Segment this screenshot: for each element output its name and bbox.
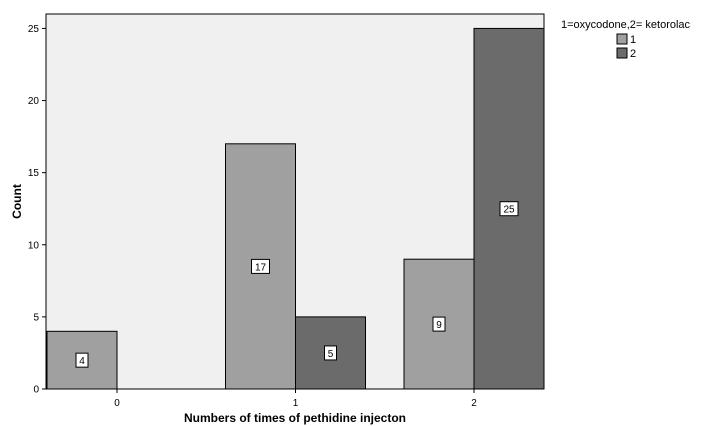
legend-title: 1=oxycodone,2= ketorolac bbox=[561, 19, 691, 31]
legend-label: 1 bbox=[630, 34, 636, 46]
legend-swatch bbox=[616, 47, 628, 59]
data-label-bg bbox=[499, 201, 519, 217]
legend-label: 2 bbox=[630, 48, 636, 60]
x-tick-label: 2 bbox=[471, 398, 477, 409]
y-tick-label: 0 bbox=[33, 385, 39, 396]
y-axis-title: Count bbox=[10, 184, 24, 219]
data-label: 17 bbox=[255, 262, 267, 273]
data-label: 25 bbox=[503, 205, 515, 216]
data-label-box: 4 bbox=[75, 352, 89, 368]
data-label-box: 9 bbox=[432, 316, 446, 332]
y-tick-label: 5 bbox=[33, 312, 39, 323]
data-label-box: 17 bbox=[251, 258, 270, 274]
data-label-bg bbox=[75, 352, 89, 368]
data-label: 4 bbox=[79, 356, 85, 367]
x-axis-title: Numbers of times of pethidine injecton bbox=[184, 411, 406, 425]
legend: 1=oxycodone,2= ketorolac 12 bbox=[561, 19, 691, 60]
data-label-bg bbox=[251, 258, 270, 274]
data-label-box: 25 bbox=[499, 201, 519, 217]
legend-items: 12 bbox=[616, 33, 636, 60]
data-label-bg bbox=[432, 316, 446, 332]
y-tick-label: 15 bbox=[28, 168, 40, 179]
y-tick-label: 25 bbox=[28, 24, 40, 35]
x-tick-label: 0 bbox=[114, 398, 120, 409]
y-tick-label: 10 bbox=[28, 240, 40, 251]
legend-swatch bbox=[616, 33, 628, 45]
y-tick-label: 20 bbox=[28, 96, 40, 107]
x-tick-label: 1 bbox=[293, 398, 299, 409]
data-label: 9 bbox=[436, 320, 442, 331]
data-label: 5 bbox=[328, 349, 334, 360]
axes-group: 0 5 10 15 20 25 0 1 2 bbox=[28, 24, 477, 409]
data-label-bg bbox=[324, 345, 337, 361]
data-labels-group: 4 17 9 5 25 bbox=[75, 201, 519, 368]
data-label-box: 5 bbox=[324, 345, 337, 361]
